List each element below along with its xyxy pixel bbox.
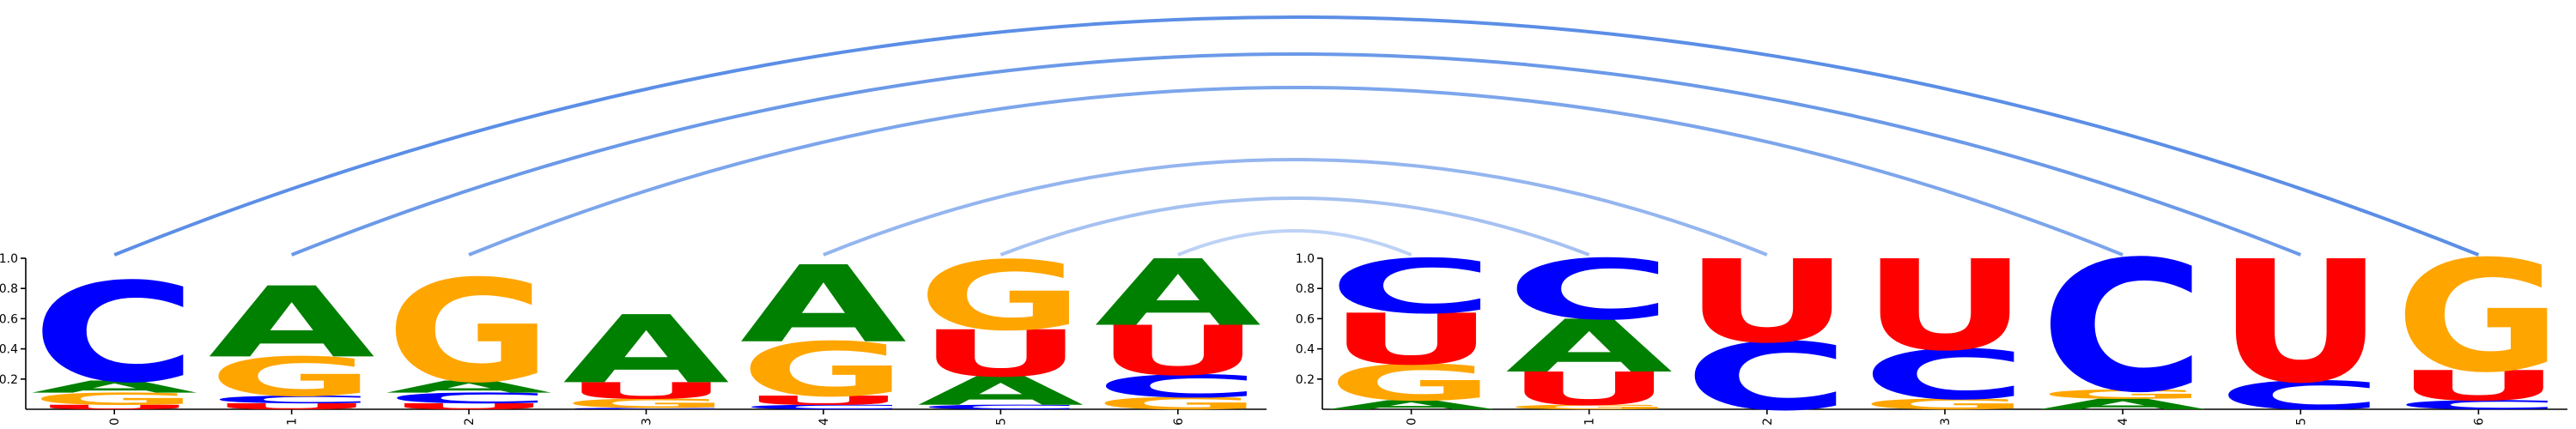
logo-letter-C: C xyxy=(562,408,729,410)
y-tick-label: 0.8 xyxy=(0,282,18,296)
logo-letter-U: U xyxy=(1327,299,1495,381)
x-tick-label: 5 xyxy=(994,418,1008,426)
x-tick-label: 0 xyxy=(108,418,122,426)
logo-letter-U: U xyxy=(31,403,197,410)
logo-letter-A: A xyxy=(209,266,375,379)
pairing-arc xyxy=(468,86,2123,257)
logo-letter-U: U xyxy=(740,393,907,408)
y-tick-label: 0.6 xyxy=(1296,312,1315,326)
x-tick-label: 6 xyxy=(1172,418,1186,426)
logo-letter-G: G xyxy=(1327,354,1495,412)
logo-letter-C: C xyxy=(740,403,907,410)
logo-letter-C: C xyxy=(1505,242,1673,338)
logo-letter-A: A xyxy=(562,296,729,405)
logo-letter-U: U xyxy=(386,402,552,411)
y-tick-label: 0.4 xyxy=(0,343,18,357)
logo-letter-G: G xyxy=(1862,396,2029,413)
logo-letter-C: C xyxy=(1862,335,2029,415)
logo-letter-C: C xyxy=(209,394,375,406)
logo-letter-A: A xyxy=(31,378,197,396)
x-tick-label: 5 xyxy=(2294,418,2308,426)
logo-letter-A: A xyxy=(2039,396,2207,413)
logo-letter-G: G xyxy=(2039,387,2207,402)
y-tick-label: 0.6 xyxy=(0,312,18,326)
pairing-arcs xyxy=(113,15,2480,257)
logo-letter-G: G xyxy=(2395,227,2562,406)
logo-letter-A: A xyxy=(386,378,552,396)
logo-letter-C: C xyxy=(31,254,197,413)
x-tick-label: 2 xyxy=(463,418,477,426)
y-tick-label: 1.0 xyxy=(1296,252,1315,266)
x-tick-label: 3 xyxy=(641,418,654,426)
logo-letter-C: C xyxy=(386,390,552,407)
y-tick-label: 0.2 xyxy=(1296,373,1315,387)
logo-letter-U: U xyxy=(1684,235,1851,368)
logo-letter-U: U xyxy=(1862,233,2029,378)
logo-letter-U: U xyxy=(2217,225,2385,420)
logo-letter-A: A xyxy=(1505,305,1673,389)
y-tick-label: 0.8 xyxy=(1296,282,1315,296)
logo-letter-C: C xyxy=(1327,244,1495,330)
logo-letter-A: A xyxy=(1327,398,1495,413)
logo-letter-G: G xyxy=(386,250,552,414)
logo-letter-G: G xyxy=(917,241,1084,352)
logo-letter-G: G xyxy=(1095,394,1261,414)
logo-letter-U: U xyxy=(1095,311,1261,391)
logo-letter-U: U xyxy=(917,317,1084,391)
logo-letter-C: C xyxy=(1095,368,1261,404)
pairing-arc xyxy=(290,52,2302,257)
y-tick-label: 1.0 xyxy=(0,252,18,266)
x-tick-label: 1 xyxy=(286,418,300,426)
pairing-arc xyxy=(999,196,1590,257)
logo-letter-A: A xyxy=(1095,240,1261,347)
logo-panel-left: 0.20.40.60.81.0UGAC0UCGA1UCAG2CGUA3CUGA4… xyxy=(0,240,1267,426)
logo-letter-U: U xyxy=(209,402,375,411)
x-tick-label: 0 xyxy=(1406,418,1419,426)
x-tick-label: 4 xyxy=(2117,418,2130,426)
logo-letter-U: U xyxy=(1505,362,1673,415)
x-tick-label: 4 xyxy=(817,418,831,426)
x-tick-label: 6 xyxy=(2472,418,2486,426)
y-tick-label: 0.4 xyxy=(1296,343,1315,357)
x-tick-label: 3 xyxy=(1939,418,1953,426)
logo-letter-G: G xyxy=(740,327,907,414)
logo-letter-A: A xyxy=(917,368,1084,414)
pairing-arc xyxy=(113,15,2480,257)
logo-letter-C: C xyxy=(2395,398,2562,413)
logo-letter-G: G xyxy=(1505,403,1673,410)
y-tick-label: 0.2 xyxy=(0,373,18,387)
x-tick-label: 2 xyxy=(1761,418,1775,426)
logo-letter-G: G xyxy=(209,346,375,408)
logo-letter-C: C xyxy=(917,403,1084,410)
logo-letter-A: A xyxy=(740,244,907,366)
logo-letter-U: U xyxy=(2395,361,2562,409)
logo-letter-C: C xyxy=(2039,223,2207,429)
pairing-arc xyxy=(1177,229,1413,257)
pairing-arc xyxy=(823,158,1768,257)
logo-letter-G: G xyxy=(562,396,729,411)
x-tick-label: 1 xyxy=(1583,418,1597,426)
logo-letter-U: U xyxy=(562,378,729,404)
logo-letter-G: G xyxy=(31,390,197,409)
